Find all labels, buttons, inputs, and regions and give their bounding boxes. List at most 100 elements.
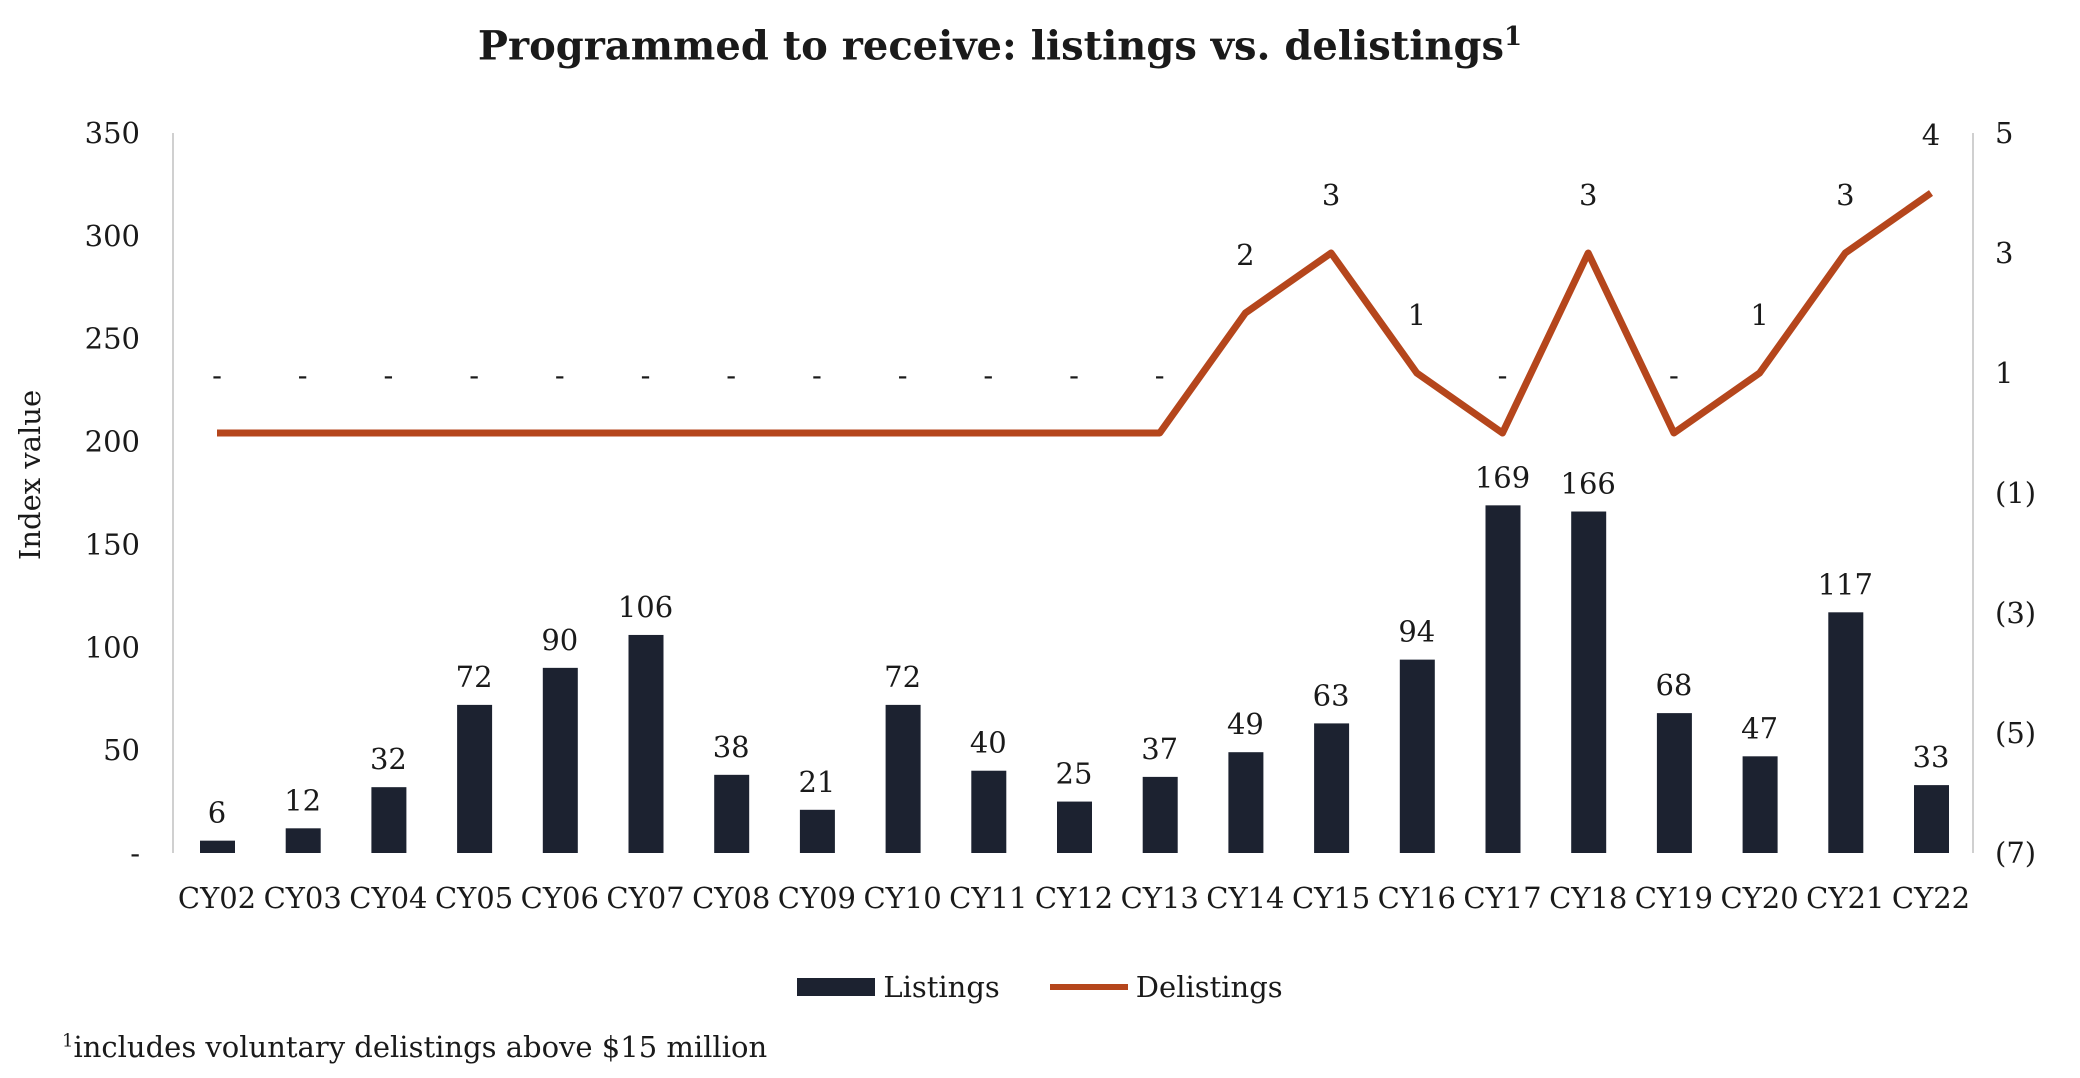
bar-data-label: 49 (1227, 707, 1264, 741)
left-tick-label: - (130, 836, 140, 870)
left-tick-label: 100 (85, 630, 140, 664)
bar-data-label: 38 (713, 730, 750, 764)
line-data-label: - (383, 358, 393, 392)
left-tick-label: 200 (85, 425, 140, 459)
line-data-label: 3 (1579, 178, 1597, 212)
bar-cy21 (1828, 612, 1864, 853)
x-tick-label: CY21 (1806, 881, 1884, 915)
right-tick-label: (5) (1995, 716, 2036, 750)
chart-title: Programmed to receive: listings vs. deli… (477, 22, 1523, 70)
line-data-label: - (469, 358, 479, 392)
bar-data-label: 117 (1818, 567, 1873, 601)
legend: Listings Delistings (0, 970, 2080, 1004)
x-tick-label: CY19 (1635, 881, 1713, 915)
bar-data-label: 166 (1561, 467, 1616, 501)
x-tick-label: CY13 (1121, 881, 1199, 915)
bar-data-label: 94 (1398, 615, 1435, 649)
line-data-label: 1 (1408, 298, 1426, 332)
line-data-label: - (983, 358, 993, 392)
bar-data-label: 6 (208, 796, 226, 830)
x-tick-label: CY14 (1206, 881, 1284, 915)
bar-cy14 (1228, 752, 1264, 853)
bar-cy03 (285, 828, 321, 853)
bar-cy08 (714, 774, 750, 853)
bar-cy06 (542, 667, 578, 853)
y-axis-title: Index value (13, 390, 47, 560)
bar-data-label: 40 (970, 726, 1007, 760)
legend-item-delistings[interactable]: Delistings (1049, 970, 1283, 1004)
bar-cy05 (457, 704, 493, 853)
delistings-line (217, 190, 1934, 437)
x-tick-label: CY02 (178, 881, 256, 915)
legend-swatch-listings (797, 978, 876, 996)
x-tick-label: CY08 (692, 881, 770, 915)
bar-cy11 (971, 770, 1007, 853)
right-tick-label: 3 (1995, 236, 2013, 270)
bar-cy13 (1142, 776, 1178, 853)
x-tick-label: CY20 (1720, 881, 1798, 915)
line-data-label: - (298, 358, 308, 392)
bar-data-label: 32 (370, 742, 407, 776)
line-data-label: - (1498, 358, 1508, 392)
bar-cy02 (200, 840, 235, 853)
bar-data-label: 63 (1313, 678, 1350, 712)
legend-label-delistings: Delistings (1135, 970, 1283, 1004)
x-tick-label: CY11 (949, 881, 1027, 915)
bar-cy12 (1057, 801, 1092, 853)
bar-cy15 (1314, 723, 1350, 853)
x-tick-label: CY17 (1463, 881, 1541, 915)
bar-data-label: 72 (884, 660, 921, 694)
x-tick-label: CY04 (349, 881, 427, 915)
left-tick-label: 150 (85, 527, 140, 561)
line-data-label: 1 (1750, 298, 1768, 332)
line-data-label: 3 (1836, 178, 1854, 212)
line-data-label: - (212, 358, 222, 392)
x-tick-label: CY10 (863, 881, 941, 915)
bar-data-label: 47 (1741, 711, 1778, 745)
x-tick-label: CY22 (1892, 881, 1970, 915)
x-tick-label: CY07 (606, 881, 684, 915)
right-tick-label: 1 (1995, 356, 2013, 390)
left-tick-label: 350 (85, 116, 140, 150)
x-tick-label: CY03 (264, 881, 342, 915)
bar-data-label: 68 (1655, 668, 1692, 702)
left-tick-label: 50 (103, 733, 140, 767)
x-tick-label: CY18 (1549, 881, 1627, 915)
line-data-label: - (1669, 358, 1679, 392)
footnote: 1includes voluntary delistings above $15… (62, 1030, 768, 1064)
bar-cy19 (1656, 713, 1692, 853)
legend-label-listings: Listings (883, 970, 1000, 1004)
left-tick-label: 250 (85, 322, 140, 356)
right-tick-label: (3) (1995, 596, 2036, 630)
bar-data-label: 21 (798, 765, 835, 799)
bar-cy09 (799, 809, 835, 853)
bar-data-label: 72 (456, 660, 493, 694)
bar-cy22 (1914, 785, 1949, 853)
bar-cy16 (1399, 659, 1435, 853)
bar-cy10 (885, 704, 921, 853)
bar-data-label: 25 (1056, 757, 1093, 791)
bar-data-label: 37 (1141, 732, 1178, 766)
bar-cy20 (1742, 756, 1778, 853)
bar-data-label: 169 (1475, 460, 1530, 494)
bar-cy04 (371, 787, 407, 853)
line-data-label: - (1069, 358, 1079, 392)
line-data-label: - (1155, 358, 1165, 392)
x-tick-label: CY09 (778, 881, 856, 915)
line-data-label: - (555, 358, 565, 392)
right-tick-label: (1) (1995, 476, 2036, 510)
x-tick-label: CY15 (1292, 881, 1370, 915)
x-tick-label: CY16 (1378, 881, 1456, 915)
legend-item-listings[interactable]: Listings (797, 970, 1000, 1004)
line-data-label: - (812, 358, 822, 392)
bar-data-label: 106 (618, 590, 673, 624)
x-tick-label: CY12 (1035, 881, 1113, 915)
legend-swatch-delistings (1049, 984, 1128, 990)
line-data-label: - (898, 358, 908, 392)
line-data-label: - (726, 358, 736, 392)
bar-cy07 (628, 634, 664, 853)
right-tick-label: (7) (1995, 836, 2036, 870)
bar-cy18 (1571, 511, 1607, 853)
line-data-label: 4 (1922, 118, 1940, 152)
